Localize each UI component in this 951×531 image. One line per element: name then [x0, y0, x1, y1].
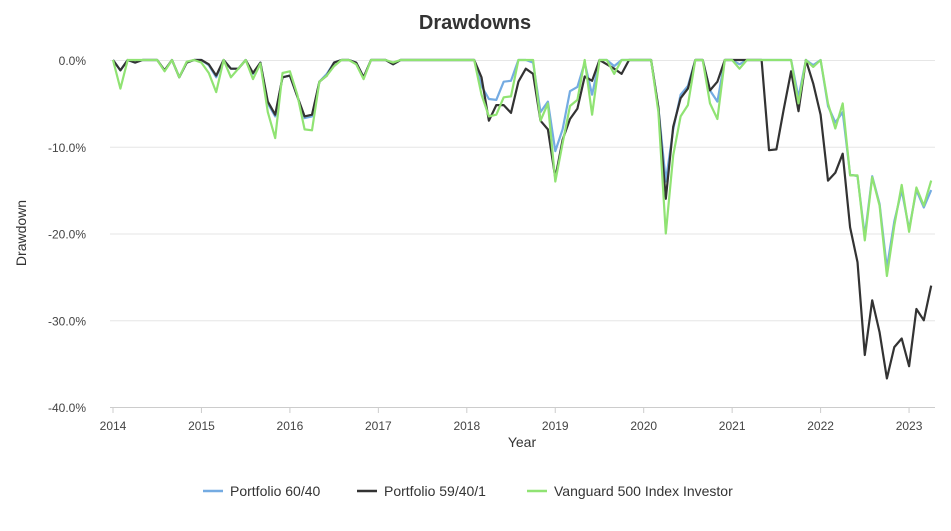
legend-item[interactable]: Vanguard 500 Index Investor [527, 483, 733, 499]
x-tick-label: 2016 [277, 419, 304, 433]
series-line-2 [111, 58, 933, 278]
legend-item[interactable]: Portfolio 59/40/1 [357, 483, 486, 499]
x-tick-label: 2022 [807, 419, 834, 433]
series-line-1 [112, 58, 933, 380]
x-axis-label: Year [508, 434, 537, 450]
legend-label: Vanguard 500 Index Investor [554, 483, 733, 499]
y-tick-label: -30.0% [48, 314, 86, 328]
x-tick-label: 2019 [542, 419, 569, 433]
x-tick-label: 2017 [365, 419, 392, 433]
x-tick-label: 2023 [896, 419, 923, 433]
x-tick-label: 2015 [188, 419, 215, 433]
series-lines [111, 58, 933, 380]
x-tick-label: 2021 [719, 419, 746, 433]
x-axis-ticks: 2014 2015 2016 2017 2018 2019 2020 2021 2022 2023 [100, 407, 923, 433]
legend-label: Portfolio 60/40 [230, 483, 320, 499]
y-axis-label: Drawdown [13, 200, 29, 266]
y-axis-ticks: 0.0% -10.0% -20.0% -30.0% -40.0% [48, 54, 86, 415]
legend: Portfolio 60/40 Portfolio 59/40/1 Vanguard… [203, 483, 733, 499]
x-tick-label: 2014 [100, 419, 127, 433]
y-tick-label: -40.0% [48, 401, 86, 415]
legend-item[interactable]: Portfolio 60/40 [203, 483, 320, 499]
y-tick-label: -10.0% [48, 141, 86, 155]
y-tick-label: -20.0% [48, 228, 86, 242]
x-tick-label: 2020 [630, 419, 657, 433]
series-line-0 [112, 58, 933, 270]
legend-label: Portfolio 59/40/1 [384, 483, 486, 499]
y-tick-label: 0.0% [59, 54, 87, 68]
chart-title: Drawdowns [419, 12, 531, 34]
x-tick-label: 2018 [453, 419, 480, 433]
gridlines [110, 60, 935, 322]
